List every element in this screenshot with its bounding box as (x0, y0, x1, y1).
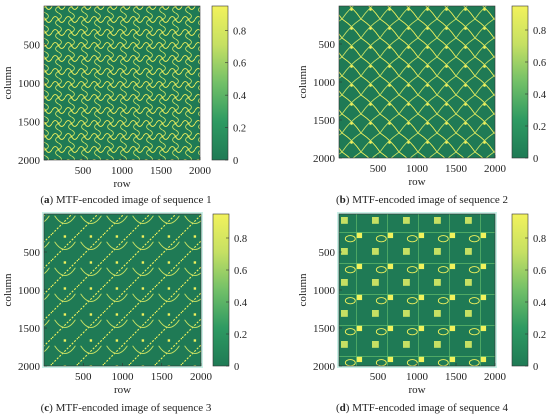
colorbar-tick-label: 0 (533, 362, 538, 373)
y-tick-label: 1500 (18, 323, 41, 335)
x-tick-label: 2000 (190, 371, 213, 383)
colorbar (511, 213, 529, 367)
heatmap-image (44, 214, 201, 366)
x-tick-label: 1000 (406, 163, 429, 175)
colorbar-tick-label: 0.2 (533, 330, 546, 341)
colorbar (212, 213, 230, 367)
panel-b: 500 1000 1500 2000 500 1000 1500 2000 row column 0… (297, 5, 547, 206)
caption-letter: d (340, 402, 346, 414)
x-tick-label: 1500 (150, 165, 173, 177)
x-tick-label: 2000 (484, 163, 507, 175)
caption-paren-open: ( (336, 194, 340, 206)
y-tick-label: 2000 (313, 153, 336, 165)
heatmap-image (339, 214, 495, 366)
heatmap-image (44, 6, 200, 160)
x-axis-title: row (408, 176, 425, 188)
y-tick-label: 2000 (18, 361, 41, 373)
colorbar-tick-label: 0.8 (234, 234, 247, 245)
colorbar-tick-label: 0.4 (533, 90, 547, 101)
x-tick-label: 1500 (445, 163, 468, 175)
y-tick-label: 500 (319, 39, 336, 51)
x-tick-label: 500 (370, 163, 387, 175)
colorbar-tick-label: 0 (233, 156, 238, 167)
caption-paren-close: ) (346, 402, 352, 414)
colorbar (511, 5, 529, 159)
panel-a: 500 1000 1500 2000 500 1000 1500 2000 row column 0… (2, 5, 247, 206)
caption-paren-open: ( (336, 402, 340, 414)
y-tick-label: 2000 (313, 361, 336, 373)
caption-paren-open: ( (40, 194, 44, 206)
x-tick-label: 2000 (189, 165, 212, 177)
x-tick-label: 1000 (406, 371, 429, 383)
y-tick-label: 2000 (18, 155, 41, 167)
colorbar-tick-label: 0.4 (533, 298, 547, 309)
caption-text: MTF-encoded image of sequence 3 (56, 402, 212, 414)
y-axis-title: column (2, 273, 14, 306)
panel-caption: (c) MTF-encoded image of sequence 3 (41, 402, 212, 414)
y-tick-label: 1000 (18, 285, 41, 297)
panel-d: 500 1000 1500 2000 500 1000 1500 2000 row column 0… (297, 212, 547, 414)
caption-paren-open: ( (41, 402, 45, 414)
y-axis-title: column (297, 273, 309, 306)
x-tick-label: 500 (75, 371, 92, 383)
y-axis-title: column (2, 66, 14, 99)
caption-letter: b (340, 194, 346, 206)
x-tick-label: 1500 (445, 371, 468, 383)
colorbar (211, 5, 229, 161)
colorbar-tick-label: 0.6 (234, 266, 247, 277)
panel-c: 500 1000 1500 2000 500 1000 1500 2000 row column 0… (2, 212, 248, 414)
colorbar-tick-label: 0.2 (233, 124, 246, 135)
x-tick-label: 1000 (112, 371, 135, 383)
y-tick-label: 1500 (313, 323, 336, 335)
colorbar-tick-label: 0 (234, 362, 239, 373)
y-tick-label: 1500 (18, 117, 41, 129)
colorbar-tick-label: 0.6 (233, 59, 246, 70)
caption-text: MTF-encoded image of sequence 4 (352, 402, 508, 414)
x-tick-label: 500 (75, 165, 92, 177)
colorbar-tick-label: 0.6 (533, 266, 546, 277)
colorbar-tick-label: 0 (533, 154, 538, 165)
x-axis-title: row (114, 384, 131, 396)
y-axis-title: column (297, 65, 309, 98)
y-tick-label: 1000 (18, 78, 41, 90)
heatmap-image (339, 6, 495, 158)
y-tick-label: 1000 (313, 285, 336, 297)
colorbar-tick-label: 0.8 (533, 234, 546, 245)
caption-paren-close: ) (346, 194, 352, 206)
panel-caption: (b) MTF-encoded image of sequence 2 (336, 194, 508, 206)
x-tick-label: 2000 (484, 371, 507, 383)
caption-text: MTF-encoded image of sequence 2 (352, 194, 508, 206)
y-tick-label: 500 (24, 40, 41, 52)
caption-paren-close: ) (49, 194, 55, 206)
caption-letter: a (44, 194, 50, 206)
colorbar-tick-label: 0.4 (234, 298, 248, 309)
y-tick-label: 1500 (313, 115, 336, 127)
colorbar-tick-label: 0.6 (533, 58, 546, 69)
caption-paren-close: ) (49, 402, 55, 414)
colorbar-tick-label: 0.4 (233, 91, 247, 102)
x-tick-label: 500 (370, 371, 387, 383)
panel-caption: (d) MTF-encoded image of sequence 4 (336, 402, 508, 414)
colorbar-tick-label: 0.2 (533, 122, 546, 133)
y-tick-label: 500 (319, 247, 336, 259)
caption-letter: c (44, 402, 49, 414)
x-axis-title: row (408, 384, 425, 396)
colorbar-tick-label: 0.2 (234, 330, 247, 341)
y-tick-label: 500 (24, 247, 41, 259)
y-tick-label: 1000 (313, 77, 336, 89)
x-axis-title: row (113, 178, 130, 190)
panel-caption: (a) MTF-encoded image of sequence 1 (40, 194, 211, 206)
x-tick-label: 1500 (151, 371, 174, 383)
colorbar-tick-label: 0.8 (533, 26, 546, 37)
x-tick-label: 1000 (111, 165, 134, 177)
colorbar-tick-label: 0.8 (233, 26, 246, 37)
caption-text: MTF-encoded image of sequence 1 (56, 194, 212, 206)
